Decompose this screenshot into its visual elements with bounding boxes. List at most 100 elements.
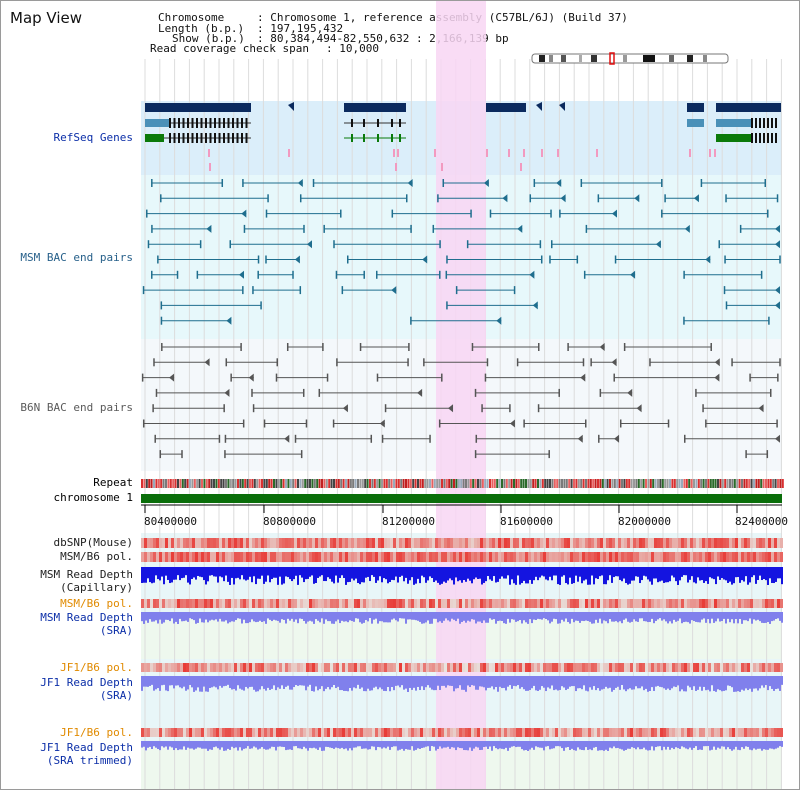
read-depth-bar [267,741,269,750]
read-depth-bar [641,741,643,750]
read-depth-bar [427,612,429,621]
polymorphism-cell [213,663,216,672]
polymorphism-cell [147,599,150,608]
polymorphism-cell [219,663,222,672]
read-depth-bar [379,567,381,577]
polymorphism-cell [363,599,366,608]
polymorphism-cell [402,552,405,562]
exon [775,133,777,143]
read-depth-bar [707,741,709,747]
polymorphism-cell [144,599,147,608]
repeat-element [294,479,297,488]
polymorphism-cell [747,599,750,608]
read-depth-bar [775,741,777,749]
read-depth-bar [739,612,741,619]
exon [363,119,365,127]
read-depth-bar [657,612,659,620]
polymorphism-cell [720,599,723,608]
polymorphism-cell [633,552,636,562]
polymorphism-cell [666,538,669,548]
polymorphism-cell [669,599,672,608]
read-depth-bar [691,612,693,621]
read-depth-bar [621,676,623,686]
polymorphism-cell [420,728,423,737]
repeat-element [462,479,465,488]
repeat-element [369,479,371,488]
repeat-element [275,479,278,488]
polymorphism-cell [228,552,231,562]
polymorphism-cell [468,552,471,562]
polymorphism-cell [606,538,609,548]
read-depth-bar [499,741,501,749]
polymorphism-cell [633,599,636,608]
read-depth-bar [289,741,291,750]
read-depth-bar [419,741,421,749]
polymorphism-cell [447,663,450,672]
polymorphism-cell [756,599,759,608]
polymorphism-cell [687,728,690,737]
b6n-arrow [758,404,764,413]
read-depth-bar [175,741,177,749]
read-depth-bar [595,567,597,579]
polymorphism-cell [273,728,276,737]
read-depth-bar [517,612,519,622]
polymorphism-cell [150,599,153,608]
read-depth-bar [303,567,305,583]
repeat-element [253,479,256,488]
polymorphism-cell [231,552,234,562]
read-depth-bar [303,612,305,621]
repeat-element [503,479,506,488]
polymorphism-cell [168,552,171,562]
read-depth-bar [651,741,653,747]
polymorphism-cell [669,663,672,672]
read-depth-bar [443,676,445,686]
repeat-element [335,479,338,488]
polymorphism-cell [480,728,483,737]
read-depth-bar [243,567,245,580]
read-depth-bar [693,741,695,748]
polymorphism-cell [423,538,426,548]
read-depth-bar [411,676,413,690]
polymorphism-cell [744,728,747,737]
read-depth-bar [645,567,647,577]
polymorphism-cell [321,538,324,548]
read-depth-bar [691,567,693,577]
read-depth-bar [525,676,527,691]
read-depth-bar [151,612,153,622]
read-depth-bar [451,612,453,619]
exon [187,118,189,128]
polymorphism-cell [660,599,663,608]
polymorphism-cell [624,538,627,548]
polymorphism-cell [231,538,234,548]
polymorphism-cell [597,552,600,562]
read-depth-bar [577,741,579,748]
polymorphism-cell [549,599,552,608]
polymorphism-cell [294,728,297,737]
read-depth-bar [515,741,517,748]
repeat-element [707,479,710,488]
polymorphism-cell [261,663,264,672]
polymorphism-cell [450,552,453,562]
read-depth-bar [293,741,295,747]
exon [391,134,393,142]
repeat-element [371,479,374,488]
read-depth-bar [759,567,761,576]
read-depth-bar [403,612,405,619]
read-depth-bar [457,741,459,748]
polymorphism-cell [624,599,627,608]
read-depth-bar [545,612,547,620]
polymorphism-cell [171,538,174,548]
read-depth-bar [291,612,293,619]
repeat-element [225,479,227,488]
msm-arrow [611,209,617,218]
read-depth-bar [333,567,335,584]
read-depth-bar [173,567,175,580]
refseq-marker [520,163,522,171]
polymorphism-cell [165,728,168,737]
read-depth-bar [765,567,767,581]
read-depth-bar [531,741,533,748]
read-depth-bar [397,567,399,583]
read-depth-bar [169,741,171,747]
polymorphism-cell [423,663,426,672]
